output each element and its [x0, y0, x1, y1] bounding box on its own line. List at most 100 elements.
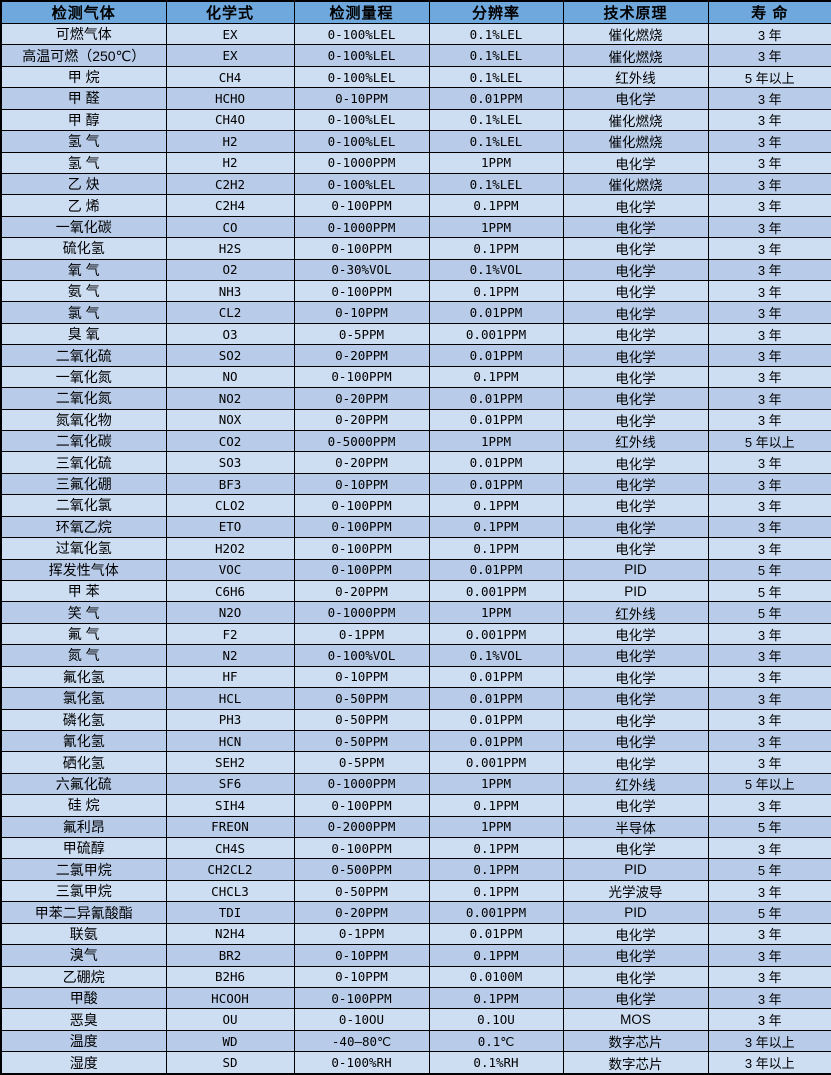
cell-principle: 电化学 — [562, 494, 709, 517]
cell-resolution: 0.001PPM — [428, 579, 564, 603]
cell-range: 0-100PPM — [293, 365, 430, 389]
cell-range: 0-10PPM — [293, 301, 430, 324]
cell-resolution: 0.1PPM — [428, 858, 564, 881]
cell-gas: 三氯甲烷 — [0, 879, 167, 903]
cell-range: 0-100%RH — [293, 1051, 430, 1075]
cell-principle: 电化学 — [562, 365, 709, 389]
cell-range: 0-100%LEL — [293, 130, 430, 153]
cell-formula: EX — [165, 44, 295, 67]
cell-gas: 氢 气 — [0, 130, 167, 153]
cell-formula: H2O2 — [165, 537, 295, 560]
cell-principle: 电化学 — [562, 151, 709, 174]
cell-resolution: 0.01PPM — [428, 87, 564, 110]
cell-formula: OU — [165, 1008, 295, 1031]
table-row: 甲硫醇 CH4S 0-100PPM 0.1PPM 电化学 3 年 — [0, 837, 831, 860]
cell-lifespan: 5 年以上 — [707, 430, 831, 453]
cell-principle: 电化学 — [562, 237, 709, 260]
cell-gas: 二氧化碳 — [0, 430, 167, 453]
table-row: 氮氧化物 NOX 0-20PPM 0.01PPM 电化学 3 年 — [0, 408, 831, 432]
cell-principle: 催化燃烧 — [562, 108, 709, 132]
cell-range: 0-100%VOL — [293, 644, 430, 667]
cell-lifespan: 3 年 — [707, 537, 831, 560]
table-row: 六氟化硫 SF6 0-1000PPM 1PPM 红外线 5 年以上 — [0, 772, 831, 796]
cell-gas: 过氧化氢 — [0, 537, 167, 560]
cell-lifespan: 3 年 — [707, 322, 831, 346]
cell-gas: 氯 气 — [0, 301, 167, 324]
cell-principle: 电化学 — [562, 986, 709, 1010]
cell-formula: CO — [165, 215, 295, 239]
cell-formula: SO3 — [165, 451, 295, 474]
cell-resolution: 0.01PPM — [428, 665, 564, 689]
table-row: 臭 氧 O3 0-5PPM 0.001PPM 电化学 3 年 — [0, 322, 831, 346]
table-row: 硫化氢 H2S 0-100PPM 0.1PPM 电化学 3 年 — [0, 237, 831, 260]
cell-lifespan: 3 年 — [707, 965, 831, 988]
cell-formula: C2H4 — [165, 194, 295, 217]
cell-formula: CL2 — [165, 301, 295, 324]
cell-lifespan: 3 年 — [707, 280, 831, 303]
cell-lifespan: 3 年 — [707, 258, 831, 282]
cell-formula: NOX — [165, 408, 295, 432]
cell-resolution: 1PPM — [428, 215, 564, 239]
table-row: 氟化氢 HF 0-10PPM 0.01PPM 电化学 3 年 — [0, 665, 831, 689]
table-row: 可燃气体 EX 0-100%LEL 0.1%LEL 催化燃烧 3 年 — [0, 22, 831, 46]
cell-lifespan: 3 年 — [707, 301, 831, 324]
cell-resolution: 0.01PPM — [428, 729, 564, 753]
cell-lifespan: 3 年 — [707, 408, 831, 432]
cell-resolution: 0.01PPM — [428, 558, 564, 581]
cell-lifespan: 5 年 — [707, 901, 831, 924]
cell-resolution: 0.1PPM — [428, 280, 564, 303]
cell-principle: 红外线 — [562, 430, 709, 453]
table-row: 二氧化碳 CO2 0-5000PPM 1PPM 红外线 5 年以上 — [0, 430, 831, 453]
cell-principle: 电化学 — [562, 665, 709, 689]
cell-range: 0-1PPM — [293, 622, 430, 646]
cell-lifespan: 3 年 — [707, 622, 831, 646]
cell-formula: H2 — [165, 151, 295, 174]
cell-lifespan: 3 年 — [707, 22, 831, 46]
cell-range: 0-100PPM — [293, 986, 430, 1010]
table-row: 过氧化氢 H2O2 0-100PPM 0.1PPM 电化学 3 年 — [0, 537, 831, 560]
table-row: 湿度 SD 0-100%RH 0.1%RH 数字芯片 3 年以上 — [0, 1051, 831, 1075]
cell-gas: 氟化氢 — [0, 665, 167, 689]
cell-resolution: 0.1PPM — [428, 515, 564, 539]
cell-range: 0-20PPM — [293, 901, 430, 924]
cell-formula: CLO2 — [165, 494, 295, 517]
cell-formula: CH4 — [165, 65, 295, 89]
cell-gas: 氮 气 — [0, 644, 167, 667]
cell-lifespan: 3 年 — [707, 237, 831, 260]
cell-range: 0-100PPM — [293, 515, 430, 539]
cell-range: 0-100%LEL — [293, 172, 430, 196]
table-row: 甲 烷 CH4 0-100%LEL 0.1%LEL 红外线 5 年以上 — [0, 65, 831, 89]
cell-resolution: 0.1%VOL — [428, 644, 564, 667]
cell-range: 0-100%LEL — [293, 44, 430, 67]
cell-lifespan: 3 年 — [707, 215, 831, 239]
cell-formula: N2H4 — [165, 922, 295, 946]
cell-formula: SEH2 — [165, 751, 295, 774]
cell-formula: SO2 — [165, 344, 295, 367]
table-row: 甲 醛 HCHO 0-10PPM 0.01PPM 电化学 3 年 — [0, 87, 831, 110]
cell-resolution: 0.1%LEL — [428, 65, 564, 89]
cell-gas: 温度 — [0, 1029, 167, 1053]
cell-lifespan: 5 年 — [707, 858, 831, 881]
cell-gas: 乙 炔 — [0, 172, 167, 196]
table-row: 挥发性气体 VOC 0-100PPM 0.01PPM PID 5 年 — [0, 558, 831, 581]
cell-range: 0-2000PPM — [293, 815, 430, 839]
cell-resolution: 0.01PPM — [428, 687, 564, 710]
cell-gas: 联氨 — [0, 922, 167, 946]
cell-principle: 催化燃烧 — [562, 22, 709, 46]
table-row: 二氯甲烷 CH2CL2 0-500PPM 0.1PPM PID 5 年 — [0, 858, 831, 881]
cell-resolution: 1PPM — [428, 601, 564, 624]
cell-range: 0-10PPM — [293, 665, 430, 689]
cell-principle: PID — [562, 579, 709, 603]
table-row: 甲 苯 C6H6 0-20PPM 0.001PPM PID 5 年 — [0, 579, 831, 603]
cell-formula: WD — [165, 1029, 295, 1053]
cell-principle: PID — [562, 558, 709, 581]
cell-gas: 三氟化硼 — [0, 472, 167, 496]
cell-formula: CH4S — [165, 837, 295, 860]
column-header-gas: 检测气体 — [0, 0, 167, 24]
table-row: 笑 气 N2O 0-1000PPM 1PPM 红外线 5 年 — [0, 601, 831, 624]
table-row: 二氧化硫 SO2 0-20PPM 0.01PPM 电化学 3 年 — [0, 344, 831, 367]
cell-resolution: 0.0100M — [428, 965, 564, 988]
cell-formula: EX — [165, 22, 295, 46]
cell-formula: HCHO — [165, 87, 295, 110]
